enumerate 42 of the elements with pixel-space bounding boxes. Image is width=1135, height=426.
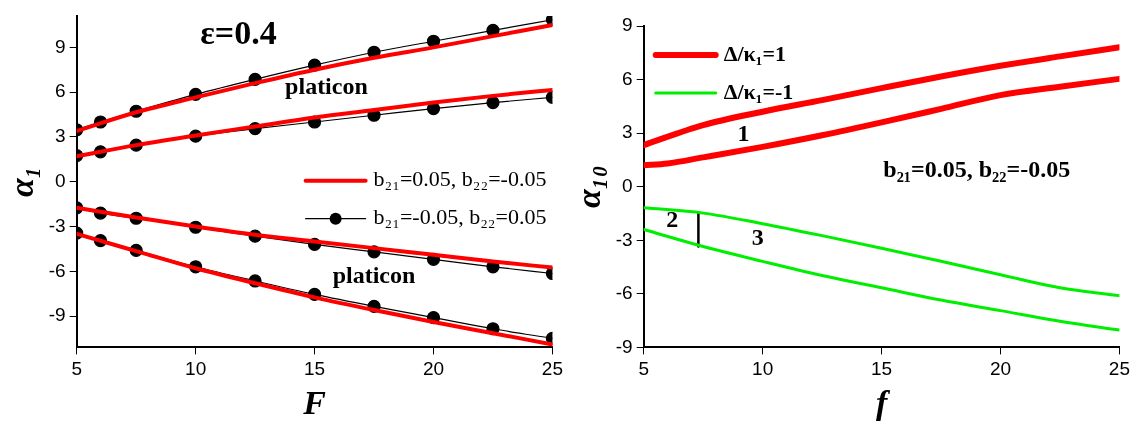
x-axis-title: f (875, 384, 891, 422)
x-tick-label: 20 (422, 358, 445, 380)
annotation: 1 (737, 120, 750, 147)
y-tick-label: 0 (55, 169, 66, 191)
y-tick-label: -6 (48, 259, 66, 281)
annotation: platicon (332, 262, 416, 289)
legend-label: b₂₁=0.05, b₂₂=-0.05 (373, 166, 547, 192)
y-tick-label: -3 (48, 214, 66, 236)
y-tick-label: -9 (48, 304, 66, 326)
legend-label: b₂₁=-0.05, b₂₂=0.05 (373, 204, 547, 230)
x-tick-label: 5 (71, 358, 82, 380)
annotation: 3 (751, 223, 764, 250)
x-tick-label: 5 (638, 358, 649, 380)
chart-title: ε=0.4 (200, 13, 277, 51)
x-tick-label: 15 (303, 358, 326, 380)
x-tick-label: 25 (541, 358, 563, 380)
point (486, 95, 500, 110)
y-tick-label: -9 (615, 335, 633, 357)
x-tick-label: 15 (870, 358, 893, 380)
y-tick-label: 3 (55, 125, 66, 147)
line-series (643, 206, 1120, 298)
x-tick-label: 10 (752, 358, 774, 380)
legend-label: Δ/κ₁=-1 (723, 78, 794, 104)
y-tick-label: -3 (615, 228, 633, 250)
x-axis-title: F (302, 384, 327, 422)
annotation: b₂₁=0.05, b₂₂=-0.05 (883, 155, 1071, 182)
x-tick-label: 10 (185, 358, 207, 380)
y-tick-label: 6 (622, 67, 633, 89)
y-axis-title: α₁₀ (570, 165, 608, 208)
y-tick-label: 9 (55, 35, 66, 57)
line-series (643, 228, 1120, 332)
y-tick-label: 6 (55, 80, 66, 102)
y-tick-label: -6 (615, 282, 633, 304)
x-tick-label: 25 (1108, 358, 1130, 380)
legend-label: Δ/κ₁=1 (723, 40, 786, 66)
y-tick-label: 9 (622, 14, 633, 36)
y-axis-title: α₁ (3, 166, 41, 198)
x-tick-label: 20 (989, 358, 1012, 380)
annotation: 2 (666, 205, 679, 232)
annotation: platicon (285, 72, 368, 99)
y-tick-label: 0 (622, 174, 633, 196)
y-tick-label: 3 (622, 121, 633, 143)
